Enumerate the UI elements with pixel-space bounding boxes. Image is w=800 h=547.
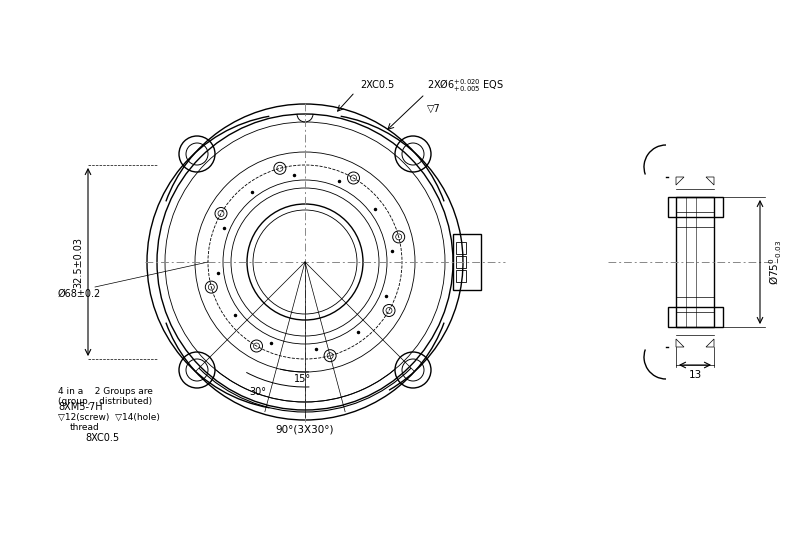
Text: 30°: 30° bbox=[249, 387, 266, 397]
Text: ▽7: ▽7 bbox=[427, 104, 441, 114]
Text: 8XM5-7H: 8XM5-7H bbox=[58, 402, 102, 412]
Text: ▽12(screw)  ▽14(hole): ▽12(screw) ▽14(hole) bbox=[58, 412, 160, 422]
Polygon shape bbox=[676, 339, 684, 347]
Text: 2XØ6$^{+0.020}_{+0.005}$ EQS: 2XØ6$^{+0.020}_{+0.005}$ EQS bbox=[427, 77, 504, 94]
Text: 2XC0.5: 2XC0.5 bbox=[360, 80, 394, 90]
Bar bbox=[456, 256, 466, 268]
Polygon shape bbox=[706, 177, 714, 185]
Bar bbox=[453, 234, 481, 290]
Text: Ø75$^{0}_{-0.03}$: Ø75$^{0}_{-0.03}$ bbox=[767, 240, 784, 284]
Text: (group,   distributed): (group, distributed) bbox=[58, 398, 152, 406]
Polygon shape bbox=[706, 339, 714, 347]
Text: 90°(3X30°): 90°(3X30°) bbox=[276, 424, 334, 434]
Bar bbox=[456, 242, 466, 254]
Bar bbox=[667, 307, 722, 327]
Bar bbox=[667, 197, 722, 217]
Text: Ø68±0.2: Ø68±0.2 bbox=[58, 289, 102, 299]
Text: thread: thread bbox=[70, 422, 100, 432]
Polygon shape bbox=[676, 177, 684, 185]
Text: 32.5±0.03: 32.5±0.03 bbox=[73, 236, 83, 288]
Text: 15°: 15° bbox=[294, 374, 310, 384]
Bar bbox=[456, 270, 466, 282]
Text: 8XC0.5: 8XC0.5 bbox=[85, 433, 119, 443]
Text: 13: 13 bbox=[688, 370, 702, 380]
Text: 4 in a    2 Groups are: 4 in a 2 Groups are bbox=[58, 387, 153, 397]
Bar bbox=[676, 197, 714, 327]
